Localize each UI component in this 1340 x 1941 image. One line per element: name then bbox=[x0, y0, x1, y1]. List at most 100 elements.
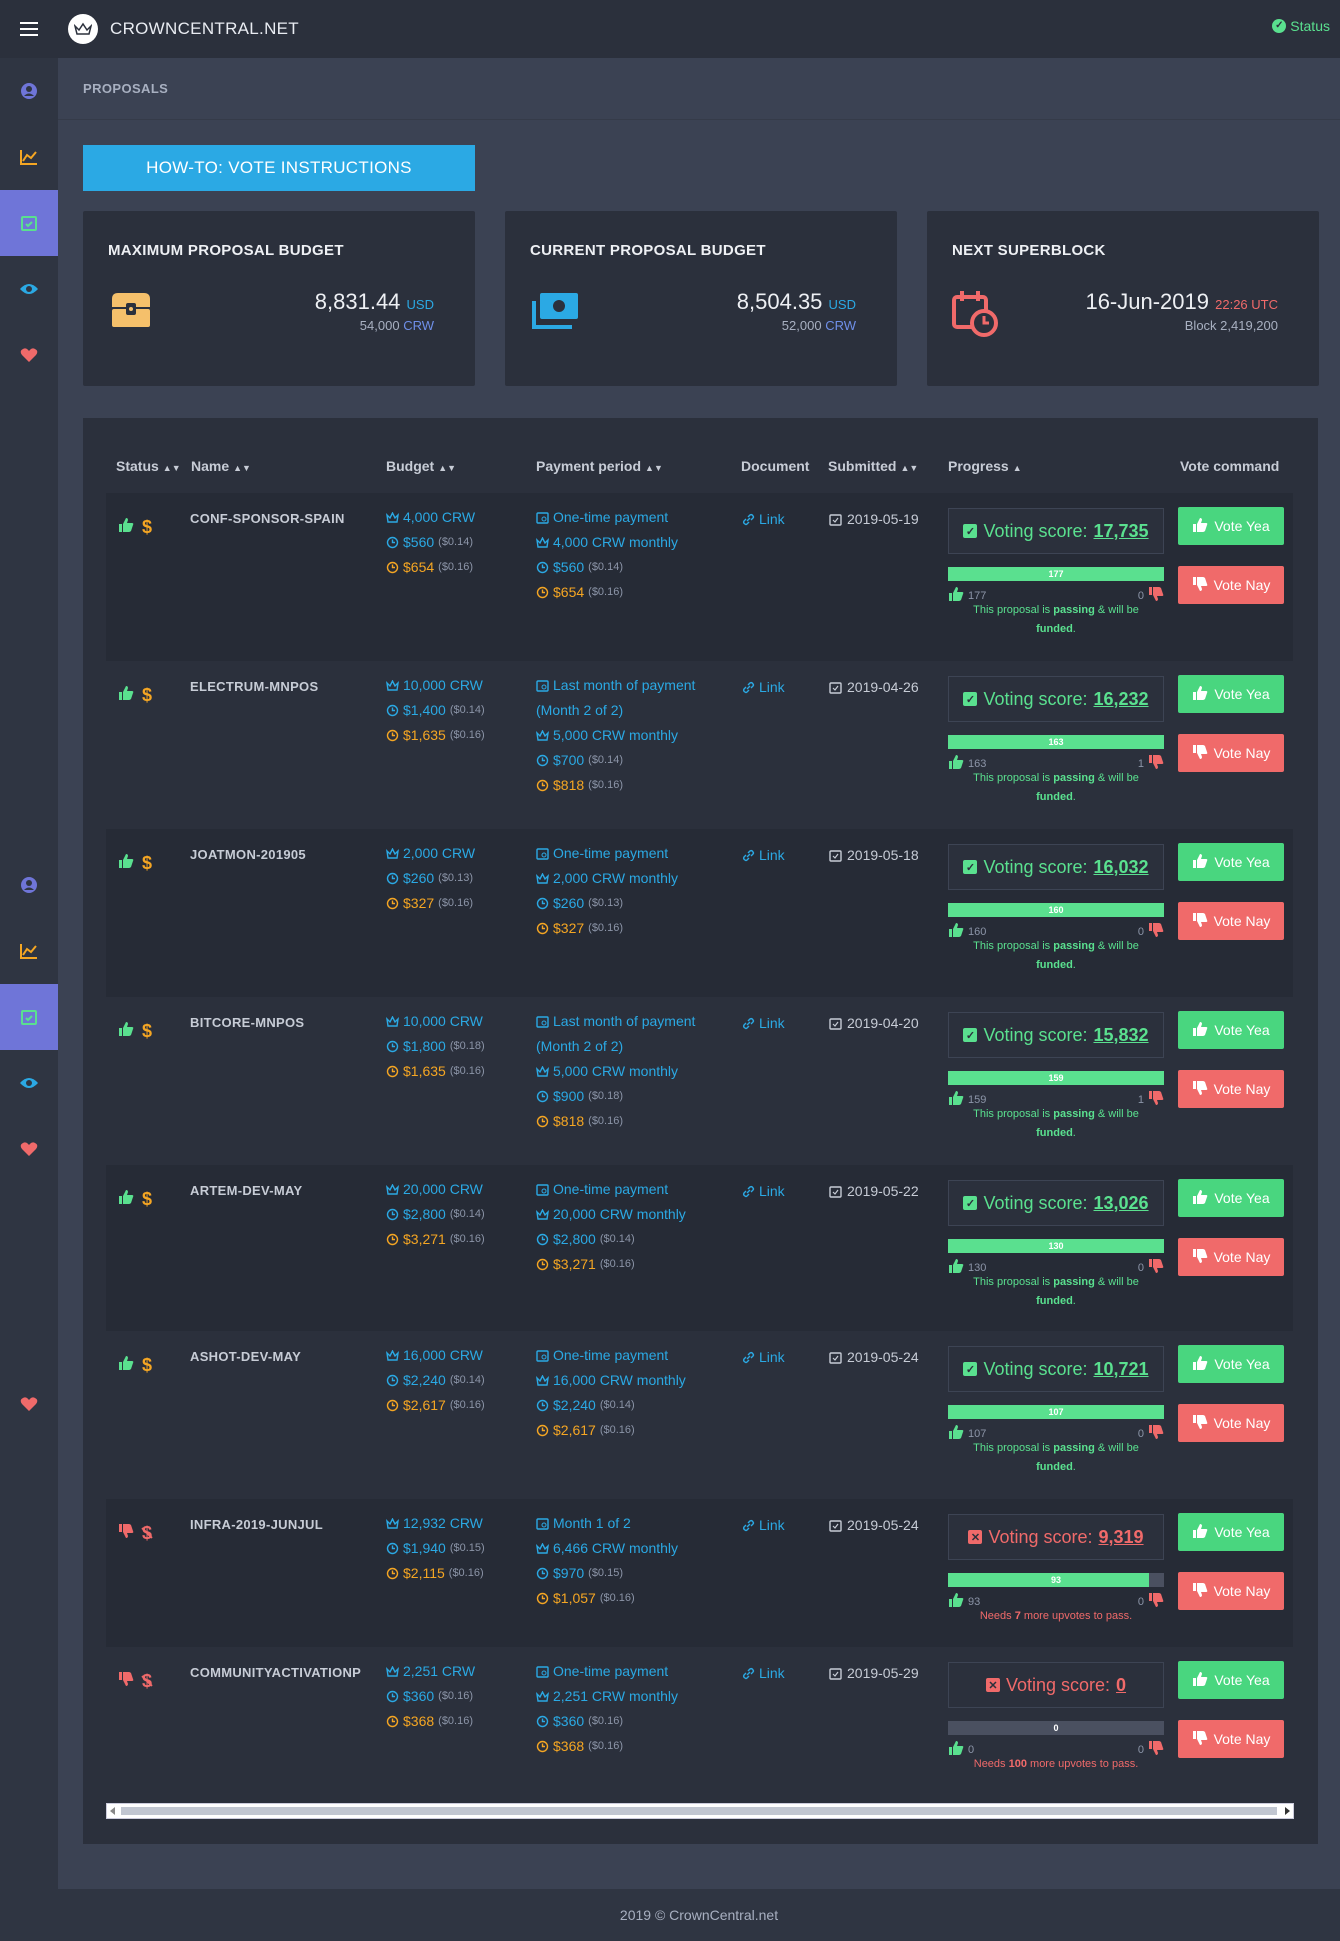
heart-icon[interactable] bbox=[0, 1371, 58, 1437]
vote-yea-button[interactable]: Vote Yea bbox=[1178, 507, 1284, 545]
payment-period-label: One-time payment bbox=[553, 845, 669, 861]
proposal-name[interactable]: BITCORE-MNPOS bbox=[190, 1015, 305, 1030]
document-link[interactable]: Link bbox=[742, 511, 785, 527]
payment-period-line: One-time payment bbox=[536, 841, 716, 866]
vote-nay-button[interactable]: Vote Nay bbox=[1178, 902, 1284, 940]
proposal-name[interactable]: INFRA-2019-JUNJUL bbox=[190, 1517, 323, 1532]
vote-yea-button[interactable]: Vote Yea bbox=[1178, 843, 1284, 881]
eye-icon[interactable] bbox=[0, 256, 58, 322]
thumbs-down-icon bbox=[1192, 744, 1208, 763]
dollar-icon: $ bbox=[142, 517, 153, 537]
vote-progress-bar: 177 bbox=[948, 567, 1164, 581]
column-progress[interactable]: Progress ▲ bbox=[948, 458, 1022, 474]
rate-then: ($0.18) bbox=[449, 1040, 485, 1052]
budget-usd-now: $654 bbox=[403, 559, 435, 575]
note-count: 7 bbox=[1014, 1610, 1021, 1622]
vote-yea-button[interactable]: Vote Yea bbox=[1178, 1661, 1284, 1699]
column-status[interactable]: Status ▲▼ bbox=[116, 458, 181, 474]
proposal-name[interactable]: ELECTRUM-MNPOS bbox=[190, 679, 319, 694]
document-link[interactable]: Link bbox=[742, 1517, 785, 1533]
eye-icon[interactable] bbox=[0, 1050, 58, 1116]
horizontal-scrollbar[interactable] bbox=[106, 1803, 1294, 1819]
scroll-thumb[interactable] bbox=[121, 1807, 1277, 1815]
hamburger-menu-icon[interactable] bbox=[0, 0, 58, 58]
vote-nay-button[interactable]: Vote Nay bbox=[1178, 734, 1284, 772]
user-icon[interactable] bbox=[0, 852, 58, 918]
calendar-check-icon[interactable] bbox=[0, 190, 58, 256]
proposal-name[interactable]: CONF-SPONSOR-SPAIN bbox=[190, 511, 345, 526]
score-value[interactable]: 0 bbox=[1116, 1674, 1127, 1695]
proposal-name[interactable]: COMMUNITYACTIVATIONP bbox=[190, 1665, 362, 1680]
vote-instructions-button[interactable]: HOW-TO: VOTE INSTRUCTIONS bbox=[83, 145, 475, 191]
table-row: $ BITCORE-MNPOS 10,000 CRW $1,800 ($0.18) $1,… bbox=[106, 997, 1293, 1165]
budget-line: $260 ($0.13) bbox=[386, 866, 475, 891]
payment-period-cell: One-time payment 2,000 CRW monthly $260 ($0… bbox=[536, 841, 716, 941]
crown-logo-icon[interactable] bbox=[68, 14, 98, 44]
user-icon[interactable] bbox=[0, 58, 58, 124]
payment-period-line: 5,000 CRW monthly bbox=[536, 723, 716, 748]
rate-then: ($0.14) bbox=[449, 704, 485, 716]
calendar-clock-icon bbox=[952, 291, 998, 342]
vote-yea-button[interactable]: Vote Yea bbox=[1178, 675, 1284, 713]
document-link[interactable]: Link bbox=[742, 1183, 785, 1199]
score-value[interactable]: 16,032 bbox=[1093, 856, 1149, 877]
vote-yea-button[interactable]: Vote Yea bbox=[1178, 1011, 1284, 1049]
scroll-right-icon[interactable] bbox=[1285, 1807, 1290, 1815]
check-square-icon: ✓ bbox=[963, 1028, 978, 1042]
scroll-left-icon[interactable] bbox=[110, 1807, 115, 1815]
progress-fill bbox=[948, 903, 1164, 917]
vote-yea-button[interactable]: Vote Yea bbox=[1178, 1345, 1284, 1383]
column-payment-period[interactable]: Payment period ▲▼ bbox=[536, 458, 663, 474]
document-link[interactable]: Link bbox=[742, 1349, 785, 1365]
column-submitted[interactable]: Submitted ▲▼ bbox=[828, 458, 918, 474]
budget-line: 10,000 CRW bbox=[386, 1009, 485, 1034]
document-link[interactable]: Link bbox=[742, 679, 785, 695]
score-value[interactable]: 10,721 bbox=[1093, 1358, 1149, 1379]
proposal-name[interactable]: ARTEM-DEV-MAY bbox=[190, 1183, 303, 1198]
heart-icon[interactable] bbox=[0, 322, 58, 388]
score-value[interactable]: 9,319 bbox=[1098, 1526, 1144, 1547]
score-value[interactable]: 17,735 bbox=[1093, 520, 1149, 541]
payment-period-line: $970 ($0.15) bbox=[536, 1561, 716, 1586]
progress-label: 160 bbox=[1048, 905, 1064, 915]
thumbs-up-icon bbox=[118, 517, 134, 538]
heart-icon[interactable] bbox=[0, 1116, 58, 1182]
vote-nay-button[interactable]: Vote Nay bbox=[1178, 1404, 1284, 1442]
rate-now: ($0.16) bbox=[438, 561, 474, 573]
proposal-status-note: This proposal is passing & will be funde… bbox=[948, 769, 1164, 807]
usd-unit: USD bbox=[406, 297, 434, 312]
column-name[interactable]: Name ▲▼ bbox=[191, 458, 251, 474]
vote-nay-button[interactable]: Vote Nay bbox=[1178, 1572, 1284, 1610]
vote-progress-bar: 93 bbox=[948, 1573, 1164, 1587]
rate-then: ($0.14) bbox=[438, 536, 474, 548]
chart-icon[interactable] bbox=[0, 124, 58, 190]
chart-icon[interactable] bbox=[0, 918, 58, 984]
score-value[interactable]: 13,026 bbox=[1093, 1192, 1149, 1213]
vote-yea-button[interactable]: Vote Yea bbox=[1178, 1179, 1284, 1217]
brand-name[interactable]: CROWNCENTRAL.NET bbox=[110, 19, 299, 38]
vote-nay-button[interactable]: Vote Nay bbox=[1178, 566, 1284, 604]
dollar-icon: $ bbox=[142, 853, 153, 873]
vote-nay-button[interactable]: Vote Nay bbox=[1178, 1070, 1284, 1108]
monthly-usd-now: $1,057 bbox=[553, 1590, 596, 1606]
budget-cell: 2,000 CRW $260 ($0.13) $327 ($0.16) bbox=[386, 841, 475, 916]
vote-nay-button[interactable]: Vote Nay bbox=[1178, 1720, 1284, 1758]
status-link[interactable]: ✓ Status bbox=[1272, 18, 1330, 34]
vote-nay-button[interactable]: Vote Nay bbox=[1178, 1238, 1284, 1276]
submitted-date: 2019-04-20 bbox=[829, 1015, 919, 1031]
calendar-check-icon[interactable] bbox=[0, 984, 58, 1050]
score-value[interactable]: 15,832 bbox=[1093, 1024, 1149, 1045]
date-value: 2019-04-20 bbox=[847, 1015, 919, 1031]
document-link[interactable]: Link bbox=[742, 847, 785, 863]
budget-crw: 2,251 CRW bbox=[403, 1663, 476, 1679]
column-budget[interactable]: Budget ▲▼ bbox=[386, 458, 456, 474]
budget-crw: 10,000 CRW bbox=[403, 677, 483, 693]
score-value[interactable]: 16,232 bbox=[1093, 688, 1149, 709]
document-link[interactable]: Link bbox=[742, 1665, 785, 1681]
vote-yea-button[interactable]: Vote Yea bbox=[1178, 1513, 1284, 1551]
proposal-name[interactable]: ASHOT-DEV-MAY bbox=[190, 1349, 302, 1364]
proposal-name[interactable]: JOATMON-201905 bbox=[190, 847, 306, 862]
rate-now: ($0.16) bbox=[448, 1567, 484, 1579]
document-link[interactable]: Link bbox=[742, 1015, 785, 1031]
